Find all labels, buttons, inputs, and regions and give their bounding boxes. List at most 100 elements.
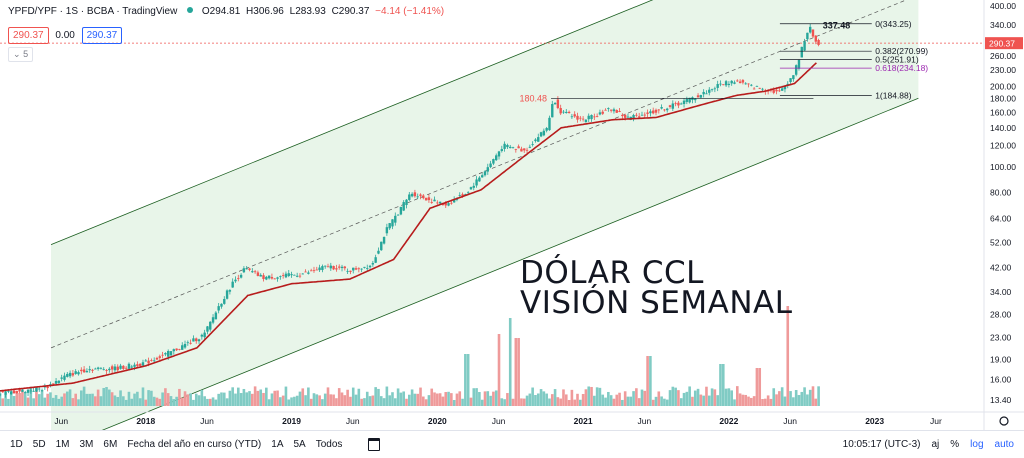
candle-body bbox=[265, 276, 268, 280]
timeframe-5a[interactable]: 5A bbox=[293, 439, 306, 450]
timeframe-3m[interactable]: 3M bbox=[79, 439, 94, 450]
candle-body bbox=[649, 111, 652, 114]
volume-bar bbox=[576, 393, 579, 406]
percent-toggle[interactable]: % bbox=[950, 439, 960, 450]
candle-body bbox=[290, 274, 293, 276]
volume-bar bbox=[54, 395, 58, 406]
volume-bar bbox=[178, 388, 181, 406]
candle-body bbox=[724, 81, 728, 86]
volume-bar bbox=[410, 389, 414, 406]
candle-body bbox=[10, 391, 13, 395]
sell-price-badge[interactable]: 290.37 bbox=[8, 27, 49, 44]
volume-bar bbox=[231, 387, 234, 406]
candle-body bbox=[615, 110, 618, 113]
candle-body bbox=[24, 392, 27, 394]
volume-bar bbox=[228, 390, 232, 406]
volume-bar bbox=[671, 386, 675, 406]
candle-body bbox=[223, 298, 226, 304]
timeframe-6m[interactable]: 6M bbox=[103, 439, 118, 450]
candle-body bbox=[99, 367, 103, 369]
volume-bar bbox=[71, 398, 75, 406]
volume-bar bbox=[379, 396, 383, 406]
timeframe-all[interactable]: Todos bbox=[315, 439, 343, 450]
candle-body bbox=[1, 391, 5, 393]
candle-body bbox=[4, 391, 7, 395]
candle-body bbox=[556, 99, 560, 109]
volume-bar bbox=[51, 397, 55, 406]
price-axis-tick: 120.00 bbox=[990, 141, 1016, 151]
timeframe-1a[interactable]: 1A bbox=[271, 439, 284, 450]
volume-bar bbox=[441, 396, 445, 406]
timeframe-ytd[interactable]: Fecha del año en curso (YTD) bbox=[127, 439, 262, 450]
candle-body bbox=[635, 114, 638, 116]
volume-bar bbox=[660, 396, 663, 406]
volume-bar bbox=[236, 387, 240, 406]
volume-bar bbox=[354, 394, 358, 406]
price-axis-tick: 160.00 bbox=[990, 107, 1016, 117]
auto-toggle[interactable]: auto bbox=[994, 439, 1014, 450]
volume-bar bbox=[144, 399, 148, 406]
regression-channel-fill bbox=[51, 0, 919, 430]
fib-level-label: 0.618(234.18) bbox=[875, 63, 928, 73]
price-chart[interactable]: 180.48 337.48 0(343.25) 0.382(270.99)0.5(25… bbox=[0, 0, 1024, 430]
volume-bar bbox=[674, 387, 677, 406]
adjust-toggle[interactable]: aj bbox=[931, 439, 940, 450]
volume-bar bbox=[1, 398, 5, 406]
fib-level-label: 0.382(270.99) bbox=[875, 46, 928, 56]
settings-gear-icon[interactable] bbox=[999, 416, 1009, 426]
volume-bar bbox=[245, 392, 249, 406]
volume-bar bbox=[413, 393, 417, 406]
candle-body bbox=[155, 357, 159, 360]
volume-bar bbox=[150, 390, 153, 406]
candle-body bbox=[744, 83, 747, 85]
timeframe-5d[interactable]: 5D bbox=[32, 439, 46, 450]
candle-body bbox=[719, 83, 722, 85]
timeframe-1m[interactable]: 1M bbox=[55, 439, 70, 450]
volume-bar bbox=[164, 388, 167, 406]
volume-bar bbox=[96, 389, 100, 406]
candle-body bbox=[545, 128, 548, 131]
candle-body bbox=[152, 360, 156, 362]
volume-bar bbox=[287, 399, 291, 406]
symbol-name[interactable]: YPFD/YPF · 1S · BCBA · TradingView bbox=[8, 6, 178, 17]
volume-bar bbox=[407, 394, 411, 406]
time-axis-tick: 2019 bbox=[282, 416, 301, 426]
candle-body bbox=[354, 268, 358, 270]
volume-bar bbox=[239, 393, 243, 406]
volume-bar bbox=[124, 399, 128, 406]
candle-body bbox=[360, 268, 363, 270]
volume-bar bbox=[77, 399, 80, 406]
volume-bar bbox=[37, 394, 41, 406]
volume-bar bbox=[43, 397, 47, 406]
candle-body bbox=[517, 146, 520, 149]
candle-body bbox=[396, 214, 400, 216]
volume-bar bbox=[797, 395, 801, 406]
volume-bar bbox=[368, 396, 372, 406]
candle-body bbox=[685, 98, 689, 102]
candle-body bbox=[480, 175, 484, 178]
candle-body bbox=[32, 390, 35, 392]
candle-body bbox=[394, 215, 397, 223]
candle-body bbox=[217, 306, 220, 311]
candle-body bbox=[696, 95, 700, 98]
candle-body bbox=[640, 114, 644, 116]
volume-bar bbox=[663, 398, 666, 406]
candle-body bbox=[26, 389, 30, 393]
clock[interactable]: 10:05:17 (UTC-3) bbox=[842, 439, 921, 450]
volume-bar bbox=[74, 393, 77, 406]
ohlc-close: C290.37 bbox=[331, 6, 370, 17]
buy-price-badge[interactable]: 290.37 bbox=[81, 27, 123, 44]
indicators-count: 5 bbox=[23, 49, 29, 59]
volume-bar bbox=[483, 391, 487, 406]
candle-body bbox=[775, 89, 778, 92]
log-toggle[interactable]: log bbox=[970, 439, 984, 450]
candle-body bbox=[164, 353, 167, 355]
calendar-icon[interactable] bbox=[368, 438, 381, 451]
candle-body bbox=[304, 271, 307, 273]
candle-body bbox=[598, 112, 602, 115]
volume-bar bbox=[744, 394, 748, 406]
timeframe-1d[interactable]: 1D bbox=[10, 439, 23, 450]
volume-bar bbox=[166, 393, 170, 406]
candle-body bbox=[576, 115, 579, 120]
indicators-collapse-button[interactable]: ⌄ 5 bbox=[8, 47, 34, 62]
